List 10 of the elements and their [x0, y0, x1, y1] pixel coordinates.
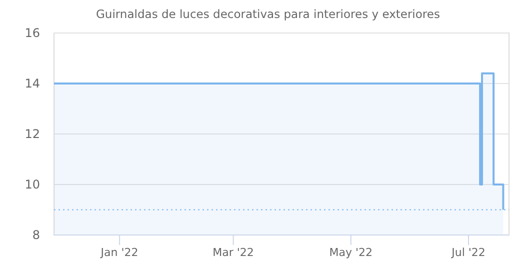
y-tick-label: 8 [32, 228, 40, 242]
y-tick-label: 10 [24, 178, 40, 192]
chart-title: Guirnaldas de luces decorativas para interiores y exteriores [96, 7, 440, 21]
x-tick-label: Jul '22 [450, 246, 486, 259]
y-tick-label: 14 [24, 76, 40, 90]
y-tick-label: 16 [24, 26, 40, 40]
x-tick-label: Jan '22 [100, 246, 138, 259]
x-tick-label: Mar '22 [212, 246, 254, 259]
x-tick-label: May '22 [329, 246, 373, 259]
y-tick-label: 12 [24, 127, 40, 141]
